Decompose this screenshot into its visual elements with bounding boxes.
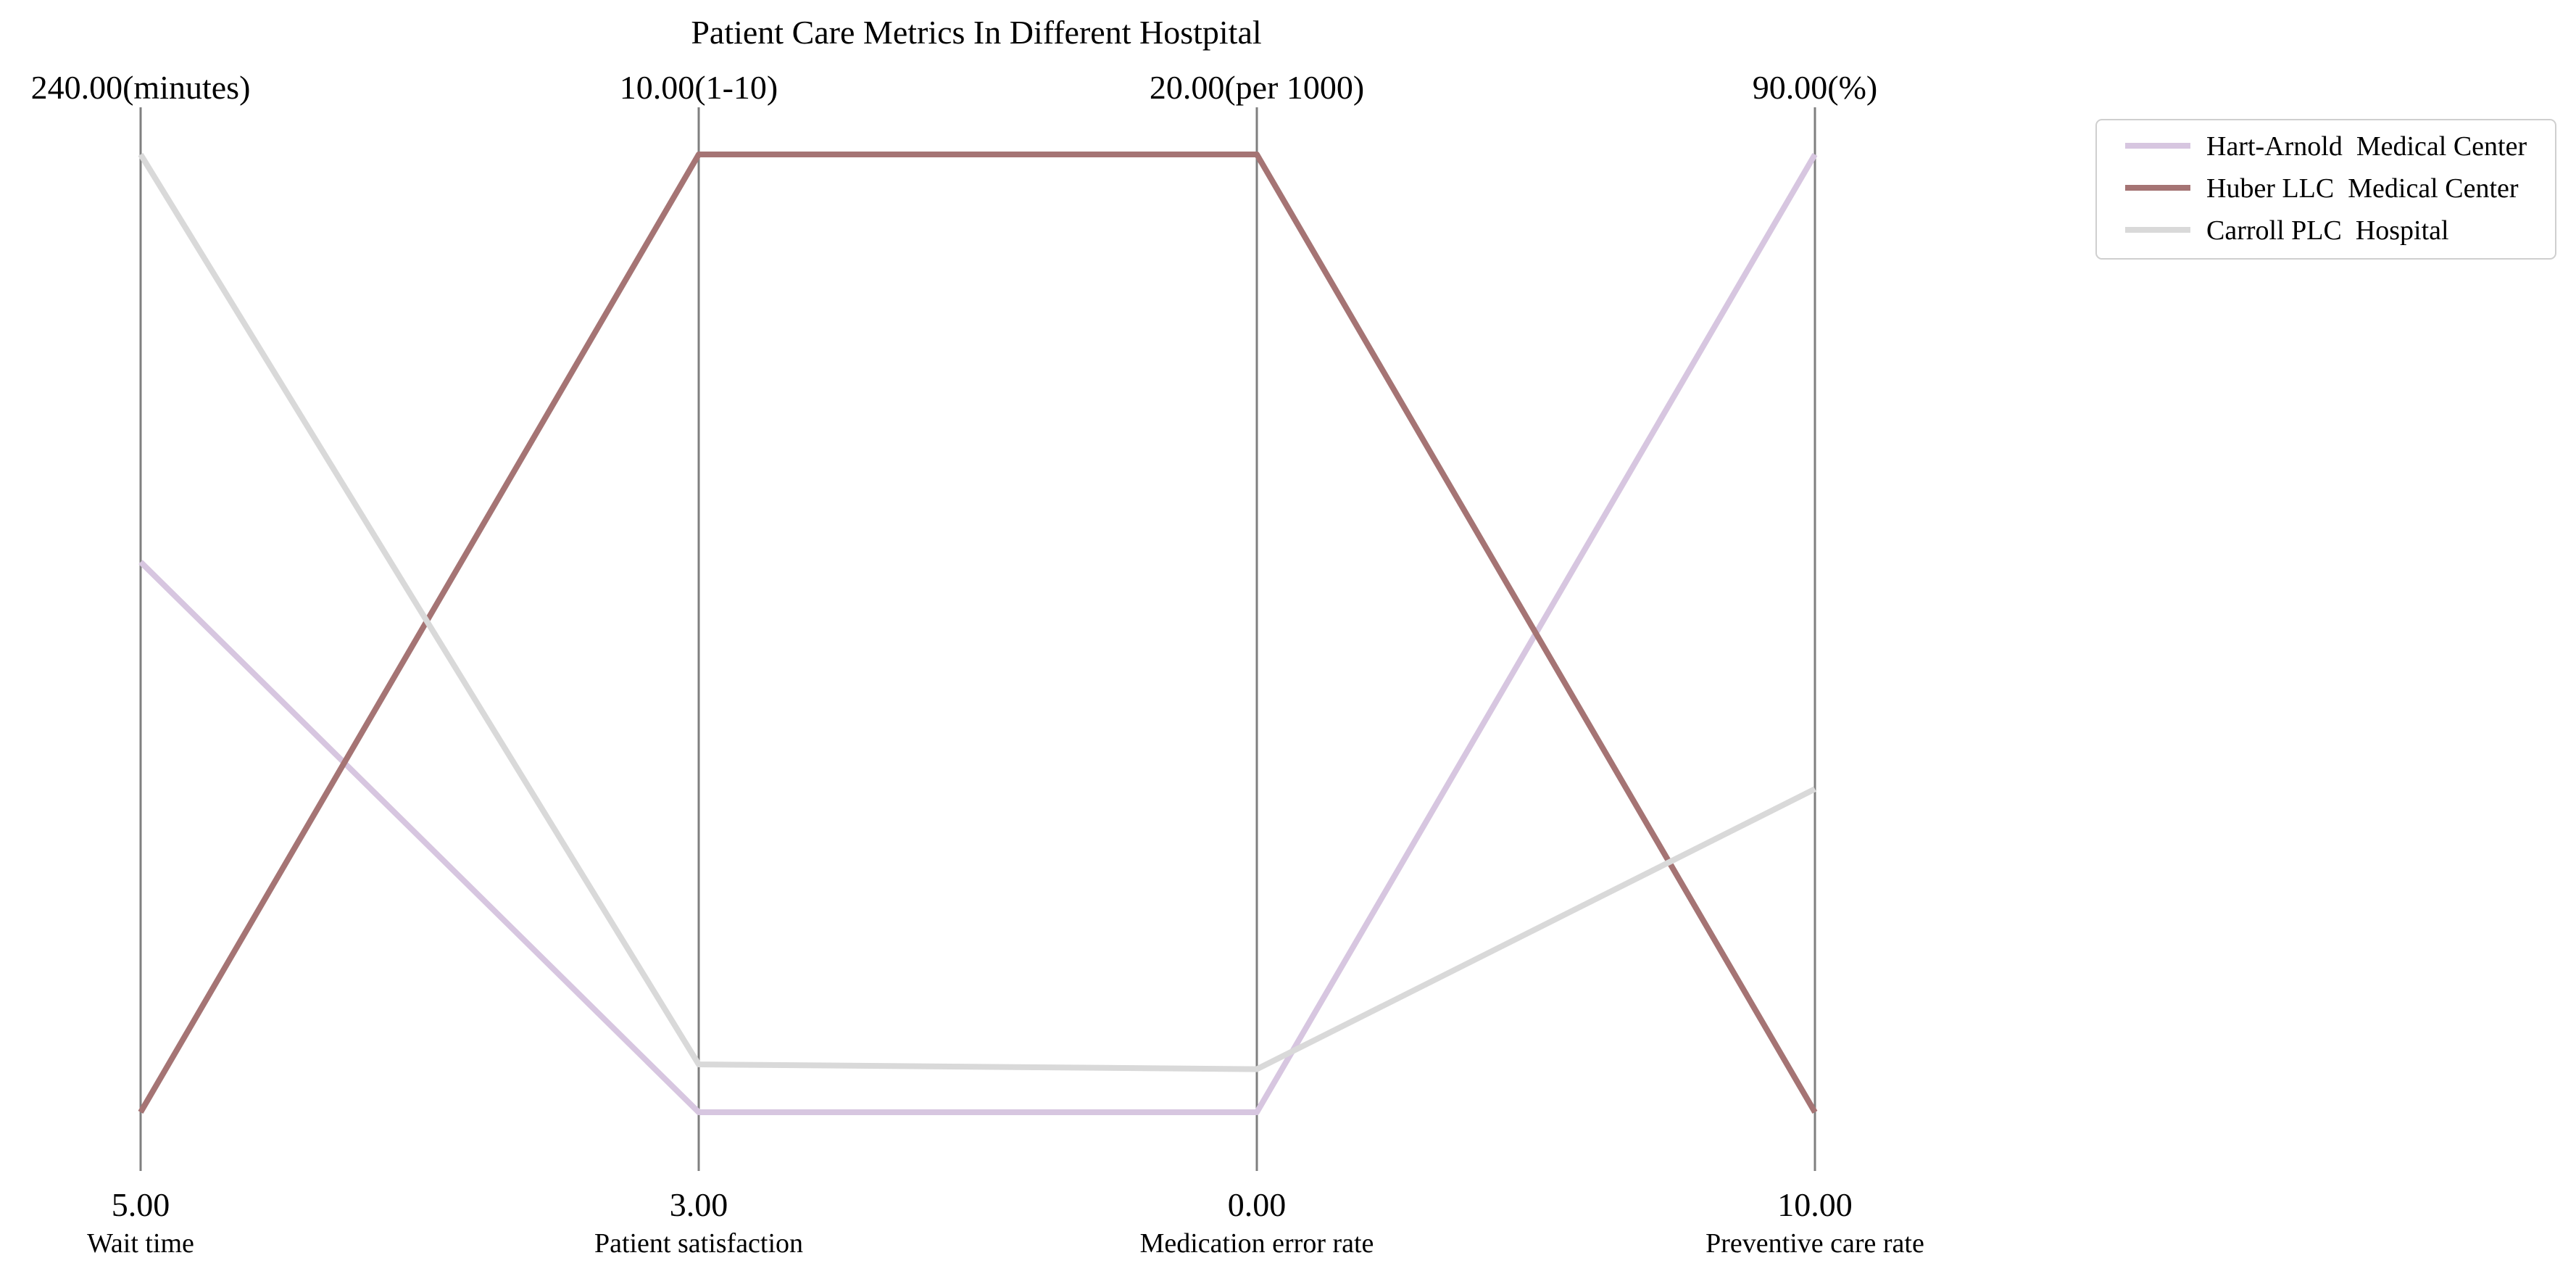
series-line-3 bbox=[138, 152, 1816, 1072]
legend-items: Hart-Arnold Medical Center Huber LLC Medi… bbox=[2125, 131, 2527, 246]
legend-label: Carroll PLC Hospital bbox=[2206, 215, 2449, 246]
axis-min-label: 3.00 bbox=[670, 1186, 728, 1223]
legend-label: Hart-Arnold Medical Center bbox=[2206, 131, 2527, 162]
legend-label: Huber LLC Medical Center bbox=[2206, 173, 2519, 204]
series-group bbox=[138, 152, 1818, 1115]
axes-group: 240.00(minutes) 5.00 Wait time 10.00(1-10) 3… bbox=[31, 69, 1924, 1259]
series-line-1 bbox=[138, 152, 1818, 1115]
axis-name-label: Medication error rate bbox=[1140, 1228, 1374, 1259]
axis-name-label: Preventive care rate bbox=[1705, 1228, 1924, 1259]
axis-min-label: 5.00 bbox=[112, 1186, 170, 1223]
series-line-2 bbox=[138, 152, 1818, 1114]
axis-min-label: 0.00 bbox=[1228, 1186, 1287, 1223]
axis-min-label: 10.00 bbox=[1777, 1186, 1853, 1223]
axis-name-label: Wait time bbox=[87, 1228, 194, 1259]
axis-name-label: Patient satisfaction bbox=[594, 1228, 803, 1259]
legend-frame bbox=[2095, 119, 2556, 260]
axis-max-label: 240.00(minutes) bbox=[31, 69, 251, 106]
axis-max-label: 20.00(per 1000) bbox=[1150, 69, 1364, 106]
axis-max-label: 10.00(1-10) bbox=[620, 69, 778, 106]
legend: Hart-Arnold Medical Center Huber LLC Medi… bbox=[2095, 119, 2556, 260]
chart-title: Patient Care Metrics In Different Hostpi… bbox=[691, 14, 1261, 51]
axis-max-label: 90.00(%) bbox=[1753, 69, 1877, 106]
